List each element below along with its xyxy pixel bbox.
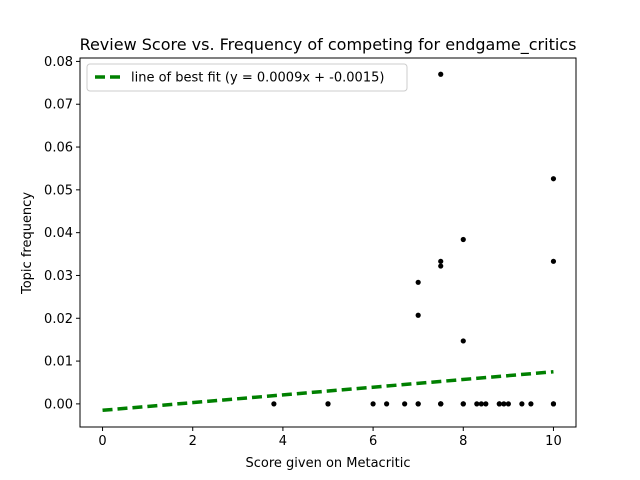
data-point [501,401,507,407]
legend-fit-line-label: line of best fit (y = 0.0009x + -0.0015) [131,71,384,86]
legend: line of best fit (y = 0.0009x + -0.0015) [86,63,408,92]
y-tick-label: 0.05 [44,183,73,198]
x-axis: 0 2 4 6 8 10 [98,427,562,449]
chart-title: Review Score vs. Frequency of competing … [80,35,577,55]
data-point [550,258,557,264]
x-tick-label: 4 [279,434,287,449]
data-point [415,401,421,407]
x-tick-label: 8 [459,434,467,449]
y-tick-label: 0.03 [44,269,73,284]
data-point [438,263,444,269]
data-point [438,258,444,264]
y-axis-label: Topic frequency [20,192,35,295]
x-tick-label: 6 [369,434,377,449]
data-point [550,401,557,407]
data-point [415,312,421,318]
data-point [496,401,502,407]
data-point [505,401,511,407]
plot-area [102,71,557,413]
data-point [460,401,466,407]
x-tick-label: 0 [98,434,106,449]
x-tick-label: 10 [545,434,562,449]
data-point [550,176,557,182]
data-point [402,401,408,407]
y-tick-label: 0.00 [44,397,73,412]
data-point [483,401,489,407]
axes-frame [79,57,577,428]
y-axis: 0.00 0.01 0.02 0.03 0.04 0.05 0.06 0.07 0.08 [44,55,80,412]
y-tick-label: 0.08 [44,55,73,70]
data-point [460,338,466,344]
data-point [478,401,484,407]
legend-box [86,63,408,92]
data-point [325,401,331,407]
data-point [528,401,534,407]
data-point [271,401,277,407]
data-point [384,401,390,407]
x-axis-label: Score given on Metacritic [245,456,410,471]
y-tick-label: 0.02 [44,312,73,327]
data-point [474,401,480,407]
data-point [438,401,444,407]
data-point [438,71,444,77]
y-tick-label: 0.04 [44,226,73,241]
y-tick-label: 0.01 [44,355,73,370]
x-tick-label: 2 [189,434,197,449]
data-point [460,236,466,243]
fit-line [102,370,554,413]
data-point [519,401,525,407]
data-point [415,279,421,285]
y-tick-label: 0.06 [44,141,73,156]
y-tick-label: 0.07 [44,98,73,113]
data-point [370,401,376,407]
